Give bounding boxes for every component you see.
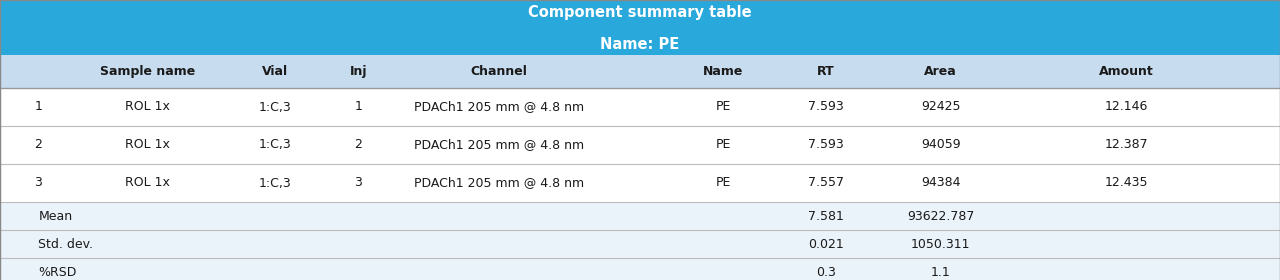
Text: 1:C,3: 1:C,3 (259, 101, 292, 113)
Text: 7.581: 7.581 (808, 209, 844, 223)
Text: 1050.311: 1050.311 (911, 237, 970, 251)
Text: Mean: Mean (38, 209, 73, 223)
Text: Amount: Amount (1100, 65, 1153, 78)
Text: 7.593: 7.593 (808, 139, 844, 151)
Bar (0, 202, 1280, 230)
Text: %RSD: %RSD (38, 265, 77, 279)
Text: PDACh1 205 mm @ 4.8 nm: PDACh1 205 mm @ 4.8 nm (415, 176, 584, 190)
Text: RT: RT (817, 65, 835, 78)
Text: PDACh1 205 mm @ 4.8 nm: PDACh1 205 mm @ 4.8 nm (415, 139, 584, 151)
Text: Name: Name (703, 65, 744, 78)
Text: 12.435: 12.435 (1105, 176, 1148, 190)
Text: 1:C,3: 1:C,3 (259, 139, 292, 151)
Text: Channel: Channel (471, 65, 527, 78)
Text: 0.021: 0.021 (808, 237, 844, 251)
Text: 3: 3 (355, 176, 362, 190)
Text: 0.3: 0.3 (815, 265, 836, 279)
Text: PE: PE (716, 139, 731, 151)
Text: Area: Area (924, 65, 957, 78)
Text: 1: 1 (355, 101, 362, 113)
Text: 7.593: 7.593 (808, 101, 844, 113)
Text: PE: PE (716, 176, 731, 190)
Bar (0, 55, 1280, 88)
Text: 7.557: 7.557 (808, 176, 844, 190)
Text: 12.146: 12.146 (1105, 101, 1148, 113)
Text: 1.1: 1.1 (931, 265, 951, 279)
Text: 12.387: 12.387 (1105, 139, 1148, 151)
Text: 2: 2 (355, 139, 362, 151)
Text: Name: PE: Name: PE (600, 37, 680, 52)
Text: PE: PE (716, 101, 731, 113)
Text: Sample name: Sample name (100, 65, 195, 78)
Text: Std. dev.: Std. dev. (38, 237, 93, 251)
Text: 92425: 92425 (922, 101, 960, 113)
Text: PDACh1 205 mm @ 4.8 nm: PDACh1 205 mm @ 4.8 nm (415, 101, 584, 113)
Text: ROL 1x: ROL 1x (124, 176, 170, 190)
Bar (0, 164, 1280, 202)
Text: 94384: 94384 (922, 176, 960, 190)
Bar (0, 230, 1280, 258)
Text: 1:C,3: 1:C,3 (259, 176, 292, 190)
Bar (0, 0, 1280, 55)
Bar (0, 88, 1280, 126)
Text: ROL 1x: ROL 1x (124, 101, 170, 113)
Text: 93622.787: 93622.787 (908, 209, 974, 223)
Text: 3: 3 (35, 176, 42, 190)
Text: Inj: Inj (349, 65, 367, 78)
Text: 2: 2 (35, 139, 42, 151)
Text: Component summary table: Component summary table (529, 4, 751, 20)
Text: 94059: 94059 (922, 139, 960, 151)
Text: Vial: Vial (262, 65, 288, 78)
Bar (0, 258, 1280, 280)
Text: 1: 1 (35, 101, 42, 113)
Bar (0, 126, 1280, 164)
Text: ROL 1x: ROL 1x (124, 139, 170, 151)
